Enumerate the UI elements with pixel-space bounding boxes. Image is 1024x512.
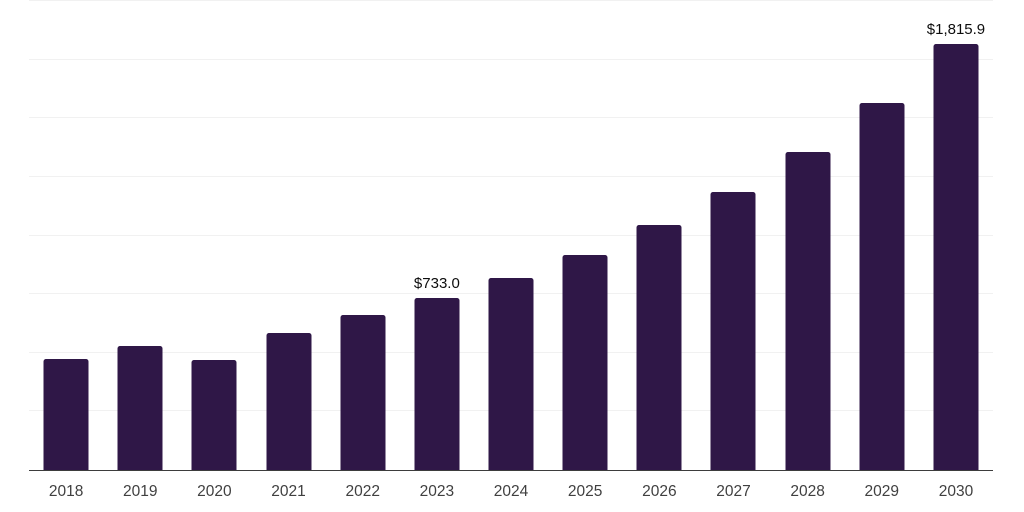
bar-column-2019 bbox=[103, 0, 177, 470]
bar-column-2030: $1,815.9 bbox=[919, 0, 993, 470]
bar-2019[interactable] bbox=[117, 345, 163, 470]
bar-column-2028 bbox=[771, 0, 845, 470]
x-tick-2022: 2022 bbox=[345, 483, 380, 500]
gridline-1750 bbox=[29, 58, 993, 60]
x-tick-2023: 2023 bbox=[419, 483, 455, 500]
value-label-2023: $733.0 bbox=[413, 275, 460, 293]
plot-area: $733.0 $1,815.9 bbox=[29, 0, 993, 471]
bar-2023[interactable] bbox=[414, 298, 460, 470]
bar-column-2023: $733.0 bbox=[400, 0, 474, 470]
bar-column-2027 bbox=[696, 0, 770, 470]
x-tick-2018: 2018 bbox=[48, 483, 84, 500]
value-label-2030: $1,815.9 bbox=[926, 21, 986, 39]
bar-2024[interactable] bbox=[488, 277, 534, 470]
x-tick-2020: 2020 bbox=[197, 483, 232, 500]
gridline-1000 bbox=[29, 234, 993, 236]
x-tick-2030: 2030 bbox=[938, 483, 974, 500]
bar-2029[interactable] bbox=[859, 102, 905, 470]
x-tick-2019: 2019 bbox=[122, 483, 158, 500]
bar-column-2024 bbox=[474, 0, 548, 470]
bar-2030[interactable] bbox=[933, 44, 979, 470]
gridline-1500 bbox=[29, 117, 993, 119]
bar-2020[interactable] bbox=[191, 359, 237, 470]
x-tick-2029: 2029 bbox=[864, 483, 900, 500]
bar-2026[interactable] bbox=[636, 225, 682, 470]
bar-2022[interactable] bbox=[340, 314, 386, 470]
x-tick-2026: 2026 bbox=[642, 483, 677, 500]
bar-2018[interactable] bbox=[43, 358, 89, 470]
bar-column-2029 bbox=[845, 0, 919, 470]
bar-column-2022 bbox=[326, 0, 400, 470]
bar-column-2020 bbox=[177, 0, 251, 470]
bar-2027[interactable] bbox=[710, 192, 756, 470]
bar-column-2018 bbox=[29, 0, 103, 470]
x-axis-labels: 2018 2019 2020 2021 2022 2023 2024 2025 2026 2027… bbox=[29, 483, 993, 501]
bar-column-2025 bbox=[548, 0, 622, 470]
x-tick-2021: 2021 bbox=[271, 483, 306, 500]
bar-column-2021 bbox=[251, 0, 325, 470]
bar-2021[interactable] bbox=[266, 332, 312, 470]
x-tick-2025: 2025 bbox=[567, 483, 603, 500]
gridline-1250 bbox=[29, 175, 993, 177]
bar-2025[interactable] bbox=[562, 254, 608, 470]
bar-2028[interactable] bbox=[785, 151, 831, 470]
x-tick-2028: 2028 bbox=[790, 483, 825, 500]
bar-column-2026 bbox=[622, 0, 696, 470]
x-tick-2027: 2027 bbox=[716, 483, 751, 500]
x-tick-2024: 2024 bbox=[493, 483, 529, 500]
gridline-2000 bbox=[29, 0, 993, 1]
